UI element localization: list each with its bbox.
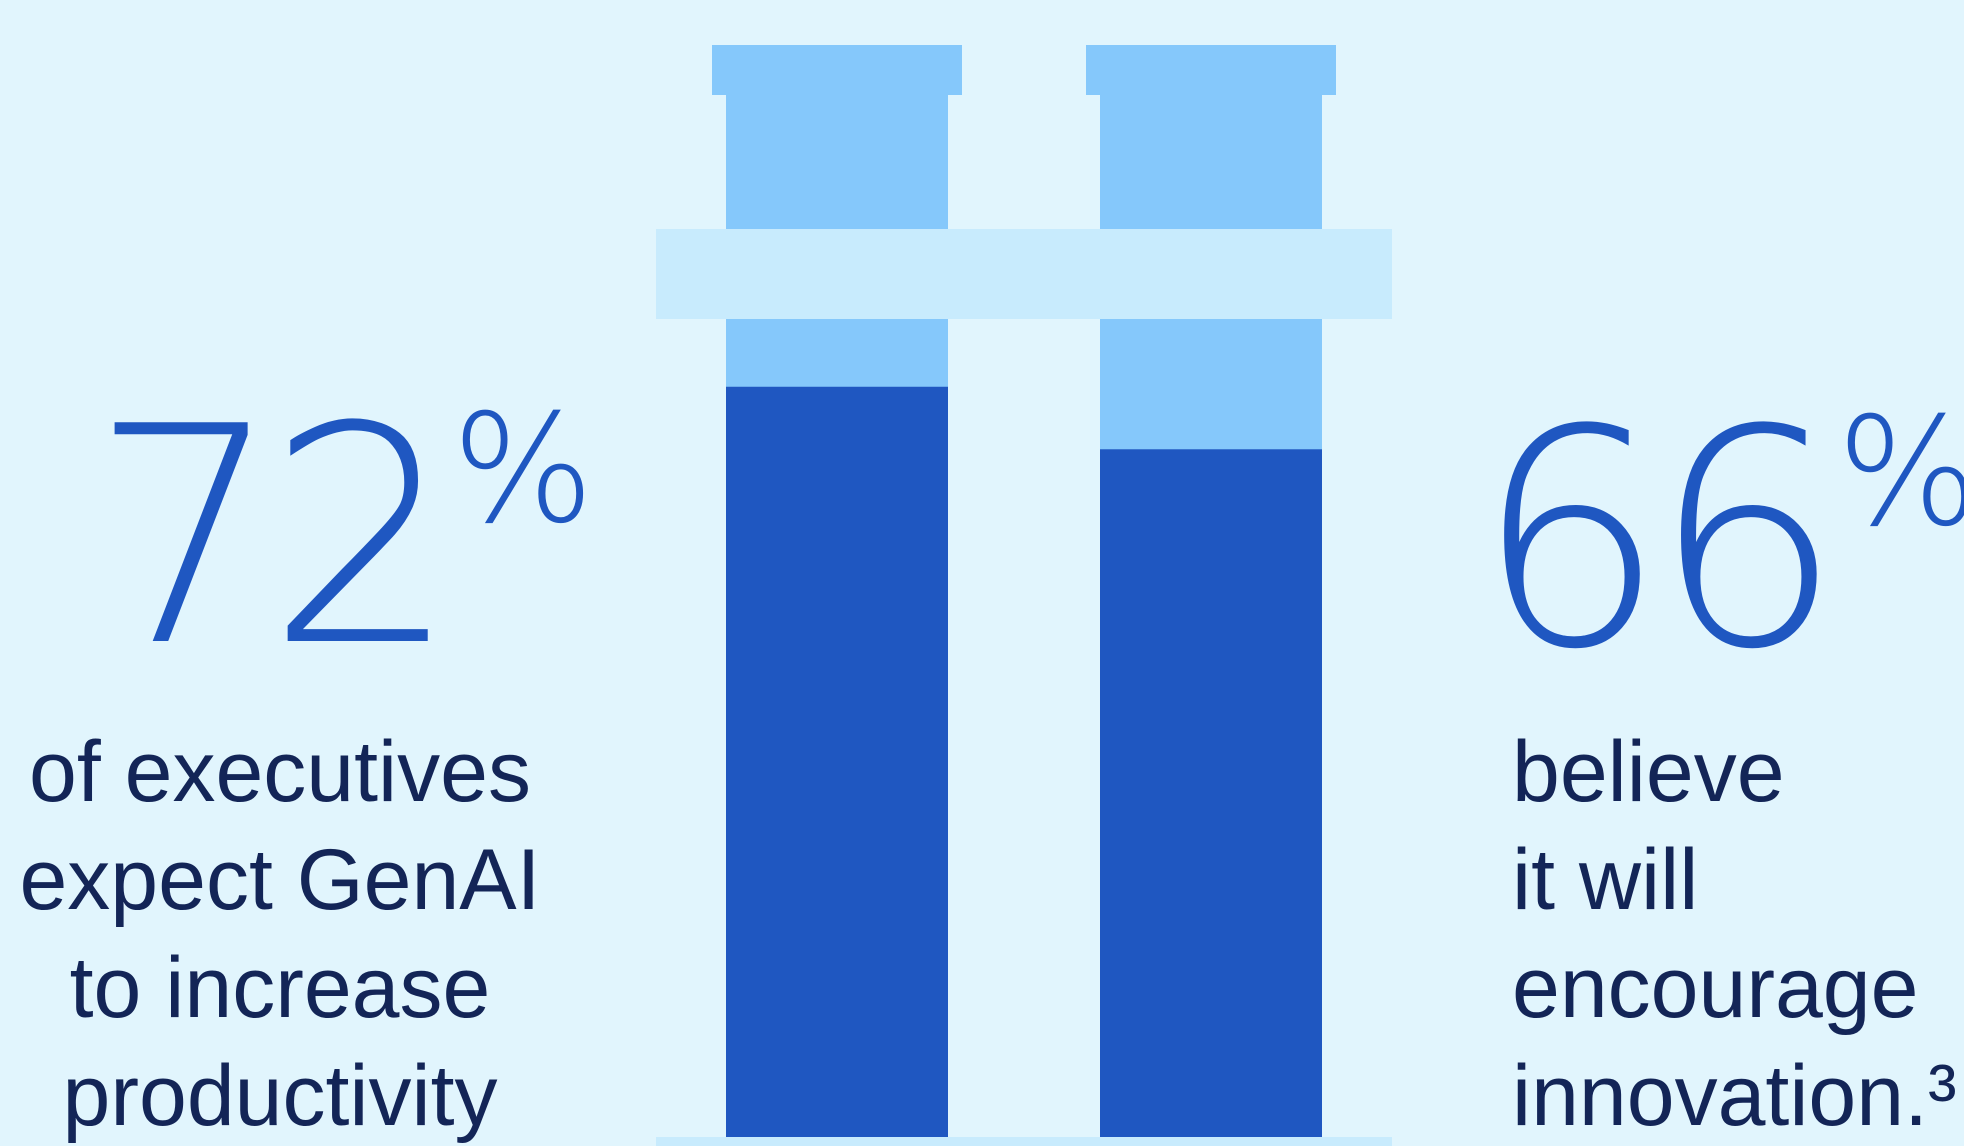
stat-right-caption-line: it will — [1512, 832, 1699, 928]
stat-right-caption-line: innovation.³ — [1512, 1048, 1957, 1144]
stat-left-caption-line: expect GenAI — [19, 832, 541, 928]
stat-left-caption-line: productivity — [62, 1048, 498, 1144]
tube-holder-base — [656, 1137, 1392, 1146]
stat-right-percent-sign: % — [1837, 386, 1964, 560]
stat-left-percent-sign: % — [451, 383, 595, 557]
stat-right-number: 66 — [1475, 366, 1843, 715]
tube-fill-bar-1 — [726, 386, 948, 1137]
tube-holder-band — [656, 229, 1392, 319]
stat-left-caption-line: to increase — [69, 940, 491, 1036]
stat-right-caption-line: believe — [1512, 724, 1785, 820]
stat-right-caption-line: encourage — [1512, 940, 1919, 1036]
stat-left-value: 72% — [90, 388, 594, 688]
stat-left-number: 72 — [90, 363, 458, 712]
tube-cap-1 — [712, 45, 962, 95]
tube-cap-2 — [1086, 45, 1336, 95]
stat-right-caption: believe it will encourage innovation.³ — [1512, 718, 1957, 1146]
stat-left-caption-line: of executives — [29, 724, 531, 820]
tube-fill-bar-2 — [1100, 449, 1322, 1137]
stat-right-value: 66% — [1475, 391, 1964, 691]
stat-left-caption: of executives expect GenAI to increase p… — [0, 718, 560, 1146]
